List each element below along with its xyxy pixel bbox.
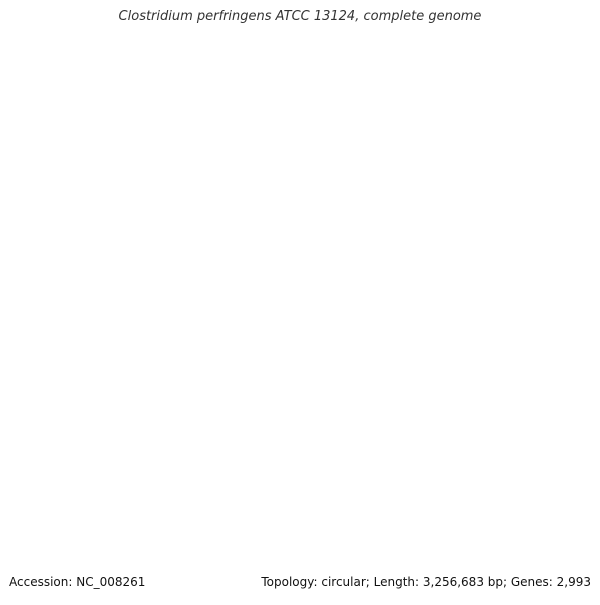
- accession-label: Accession: NC_008261: [9, 575, 146, 589]
- page-title: Clostridium perfringens ATCC 13124, comp…: [118, 9, 482, 24]
- genome-summary-label: Topology: circular; Length: 3,256,683 bp…: [261, 575, 591, 589]
